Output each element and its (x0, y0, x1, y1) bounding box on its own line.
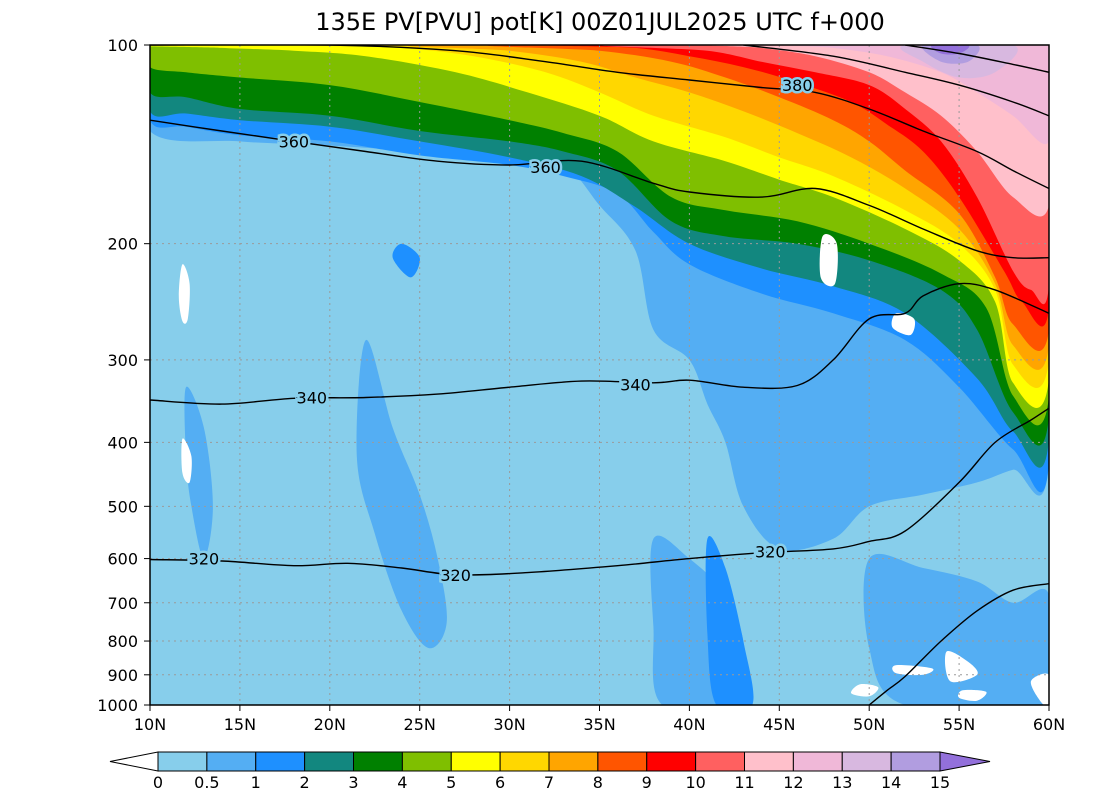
x-tick-label-3: 25N (404, 715, 436, 734)
grid-layer (150, 45, 1049, 705)
theta-contour-380-5 (743, 45, 1049, 117)
pv-region-2 (184, 386, 213, 559)
y-tick-label-1: 200 (107, 235, 138, 254)
y-tick-label-5: 600 (107, 550, 138, 569)
pv-region-24 (181, 438, 192, 484)
colorbar-label-8: 7 (544, 773, 554, 792)
colorbar-bin-13 (792, 751, 843, 772)
colorbar-bin-11 (695, 751, 745, 772)
y-tick-label-0: 100 (107, 36, 138, 55)
x-tick-label-7: 45N (763, 715, 795, 734)
contour-label-340-2-1: 340 (620, 376, 651, 395)
colorbar-bin-14 (841, 751, 892, 772)
colorbar-bin-12 (744, 751, 794, 772)
colorbar-label-7: 6 (495, 773, 505, 792)
colorbar-label-2: 1 (251, 773, 261, 792)
colorbar-label-1: 0.5 (194, 773, 219, 792)
colorbar-label-4: 3 (348, 773, 358, 792)
theta-contour-320-1 (868, 583, 1049, 705)
y-tick-label-9: 1000 (97, 696, 138, 715)
contour-label-320-0-0: 320 (189, 550, 220, 569)
pv-region-26 (891, 312, 916, 336)
pv-region-25 (819, 234, 838, 287)
colorbar-bin-1 (206, 751, 257, 772)
y-tick-label-7: 800 (107, 632, 138, 651)
x-tick-label-1: 15N (224, 715, 256, 734)
colorbar-label-5: 4 (397, 773, 407, 792)
colorbar-bin-8 (548, 751, 599, 772)
contour-label-360-3-1: 360 (530, 158, 561, 177)
theta-contour-340-2 (150, 282, 1049, 405)
contour-label-360-3-0: 360 (279, 132, 310, 151)
colorbar-bin-9 (597, 751, 648, 772)
pv-region-29 (1030, 673, 1049, 705)
colorbar-bin-4 (353, 751, 403, 772)
pv-region-27 (944, 650, 978, 683)
colorbar-label-12: 11 (734, 773, 754, 792)
y-tick-label-4: 500 (107, 497, 138, 516)
x-tick-label-2: 20N (314, 715, 346, 734)
pv-region-31 (957, 689, 987, 701)
colorbar-label-6: 5 (446, 773, 456, 792)
colorbar-bin-0 (157, 751, 208, 772)
x-tick-label-10: 60N (1033, 715, 1065, 734)
colorbar-bin-10 (646, 751, 697, 772)
colorbar-over-triangle (939, 751, 991, 772)
colorbar-bin-6 (450, 751, 501, 772)
colorbar-label-11: 10 (685, 773, 705, 792)
chart-title: 135E PV[PVU] pot[K] 00Z01JUL2025 UTC f+0… (315, 8, 885, 36)
x-tick-label-9: 55N (943, 715, 975, 734)
pv-region-23 (178, 264, 190, 324)
colorbar-label-10: 9 (642, 773, 652, 792)
pv-region-8 (705, 536, 754, 705)
colorbar: 0 0.5 1 2 3 4 5 6 7 8 9 10 11 12 13 14 15 (109, 751, 991, 792)
colorbar-bin-3 (304, 751, 354, 772)
pv-region-7 (392, 243, 420, 278)
colorbar-label-16: 15 (930, 773, 950, 792)
colorbar-label-0: 0 (153, 773, 163, 792)
y-tick-label-8: 900 (107, 666, 138, 685)
pv-region-18 (708, 45, 1049, 217)
y-axis: 100 200 300 400 500 600 700 800 900 1000 (97, 36, 150, 715)
pv-region-22 (930, 45, 970, 55)
colorbar-bin-5 (401, 751, 452, 772)
theta-contour-layer: 320 320 320 340 340 360 360 380 (150, 45, 1049, 705)
theta-contour-360-3 (150, 119, 1049, 259)
theta-contour-380-4 (150, 45, 1049, 190)
pv-region-28 (892, 664, 934, 676)
colorbar-bin-2 (255, 751, 306, 772)
colorbar-bin-15 (890, 751, 941, 772)
theta-contour-380-6 (905, 45, 1049, 73)
x-tick-label-8: 50N (853, 715, 885, 734)
y-tick-label-3: 400 (107, 433, 138, 452)
colorbar-bin-7 (499, 751, 550, 772)
x-axis: 10N 15N 20N 25N 30N 35N 40N 45N 50N 55N 60N (134, 705, 1065, 734)
contour-label-320-0-2: 320 (755, 542, 786, 561)
colorbar-label-3: 2 (300, 773, 310, 792)
colorbar-under-triangle (109, 751, 159, 772)
colorbar-label-15: 14 (881, 773, 901, 792)
colorbar-label-14: 13 (832, 773, 852, 792)
x-tick-label-0: 10N (134, 715, 166, 734)
x-tick-label-4: 30N (493, 715, 525, 734)
y-tick-label-2: 300 (107, 351, 138, 370)
x-tick-label-5: 35N (583, 715, 615, 734)
colorbar-label-9: 8 (593, 773, 603, 792)
y-tick-label-6: 700 (107, 594, 138, 613)
contour-label-380-4-0: 380 (782, 76, 813, 95)
x-tick-label-6: 40N (673, 715, 705, 734)
theta-contour-320-0 (150, 407, 1049, 576)
pv-region-30 (850, 683, 879, 697)
pv-fill-layer (150, 45, 1049, 705)
contour-label-320-0-1: 320 (440, 566, 471, 585)
colorbar-label-13: 12 (783, 773, 803, 792)
contour-label-340-2-0: 340 (297, 388, 328, 407)
